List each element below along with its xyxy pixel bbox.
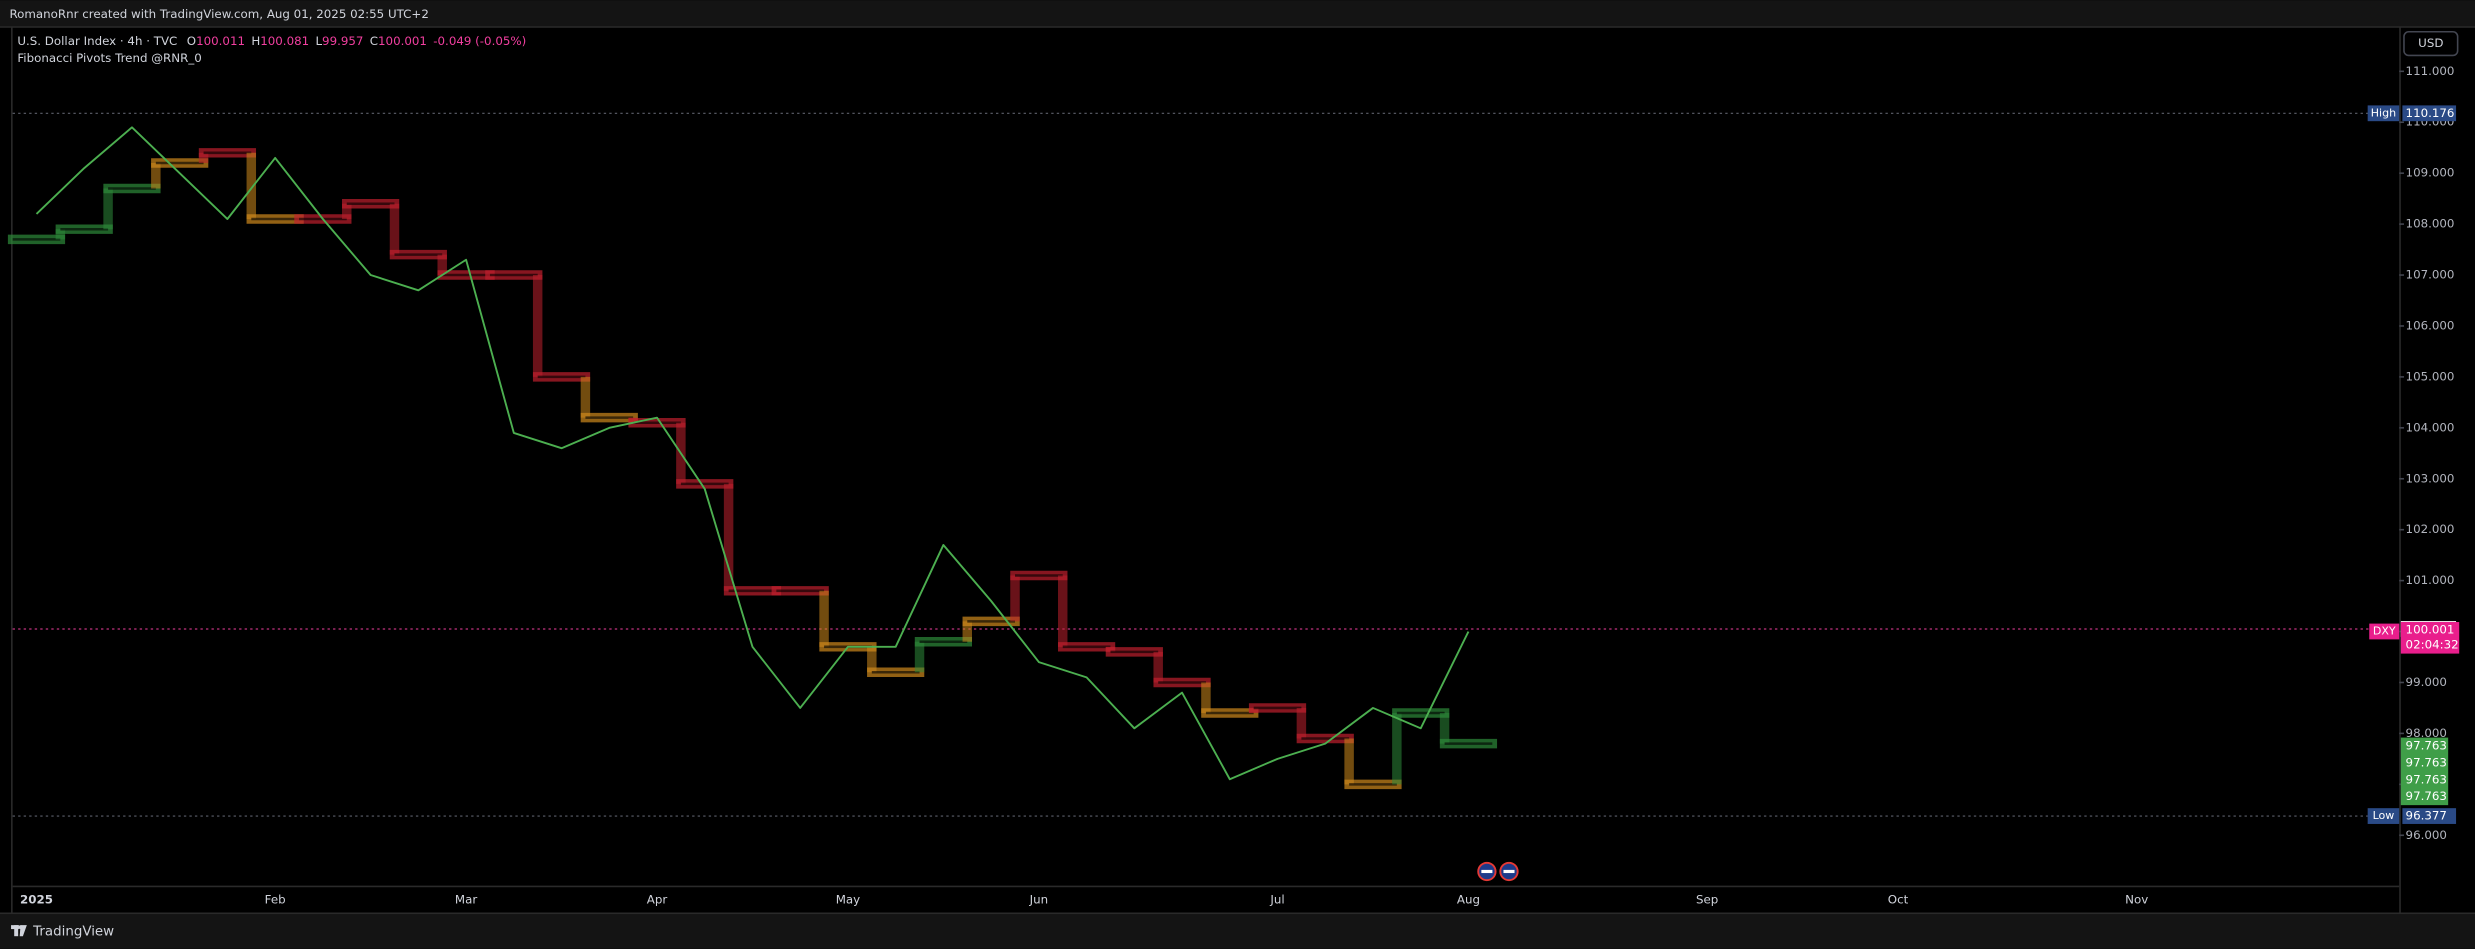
indicator-legend: Fibonacci Pivots Trend @RNR_0 (17, 51, 201, 65)
y-tick-label: 109.000 (2406, 166, 2455, 180)
legend: U.S. Dollar Index · 4h · TVC O100.011 H100… (17, 34, 526, 48)
symbol-title: U.S. Dollar Index · 4h · TVC (17, 34, 177, 48)
ohlc-label: L (315, 34, 322, 48)
symbol-label: DXY (2373, 624, 2396, 637)
last-price: 100.001 (2406, 622, 2455, 636)
trend-level-label: 97.763 (2406, 772, 2447, 786)
y-tick-label: 105.000 (2406, 369, 2455, 383)
trend-level-label: 97.763 (2406, 755, 2447, 769)
low-value-box (2402, 808, 2457, 824)
currency-button[interactable] (2403, 30, 2459, 57)
change: -0.049 (-0.05%) (433, 34, 526, 48)
x-tick-label: May (836, 892, 860, 906)
low-value: 96.377 (2406, 809, 2447, 823)
event-icons (1477, 861, 1519, 882)
high-value: 110.176 (2406, 106, 2455, 120)
high-tag (2367, 105, 2400, 122)
bottom-bar (0, 914, 2475, 949)
trend-level-label: 97.763 (2406, 739, 2447, 753)
y-tick-label: 102.000 (2406, 522, 2455, 536)
y-tick-label: 108.000 (2406, 217, 2455, 231)
ohlc-value: 100.011 (196, 34, 245, 48)
attribution: RomanoRnr created with TradingView.com, … (9, 7, 428, 21)
x-tick-label: Apr (647, 892, 668, 906)
y-tick-label: 98.000 (2406, 726, 2447, 740)
high-label: High (2371, 106, 2396, 119)
ohlc-value: 99.957 (322, 34, 363, 48)
low-label: Low (2373, 809, 2395, 822)
ohlc-label: H (251, 34, 260, 48)
price-series (35, 126, 1470, 781)
x-tick-label: Feb (265, 892, 286, 906)
footer-brand: TradingView (32, 924, 114, 939)
footer-logo (11, 925, 27, 937)
y-tick-label: 104.000 (2406, 420, 2455, 434)
x-tick-label: Jul (1269, 892, 1284, 906)
x-tick-label: Sep (1696, 892, 1718, 906)
x-tick-label: Aug (1457, 892, 1480, 906)
ohlc-label: C (370, 34, 378, 48)
top-bar (0, 0, 2475, 28)
y-tick-label: 101.000 (2406, 573, 2455, 587)
x-tick-label: 2025 (20, 892, 53, 906)
ohlc-value: 100.001 (378, 34, 427, 48)
last-price-box (2400, 622, 2460, 654)
x-tick-label: Oct (1888, 892, 1909, 906)
symbol-tag (2369, 623, 2400, 640)
y-tick-label: 107.000 (2406, 268, 2455, 282)
countdown: 02:04:32 (2406, 637, 2459, 651)
x-tick-label: Nov (2125, 892, 2148, 906)
high-value-box (2402, 105, 2457, 122)
trend-level-label: 97.763 (2406, 789, 2447, 803)
currency[interactable]: USD (2418, 36, 2443, 50)
y-tick-label: 99.000 (2406, 675, 2447, 689)
ohlc-label: O (187, 34, 196, 48)
y-tick-label: 96.000 (2406, 828, 2447, 842)
low-tag (2367, 808, 2400, 824)
trend-level-box (2400, 737, 2449, 806)
y-tick-label: 103.000 (2406, 471, 2455, 485)
x-tick-label: Jun (1029, 892, 1048, 906)
y-tick-label: 106.000 (2406, 318, 2455, 332)
x-tick-label: Mar (455, 892, 477, 906)
ohlc-value: 100.081 (260, 34, 309, 48)
y-tick-label: 111.000 (2406, 64, 2455, 78)
